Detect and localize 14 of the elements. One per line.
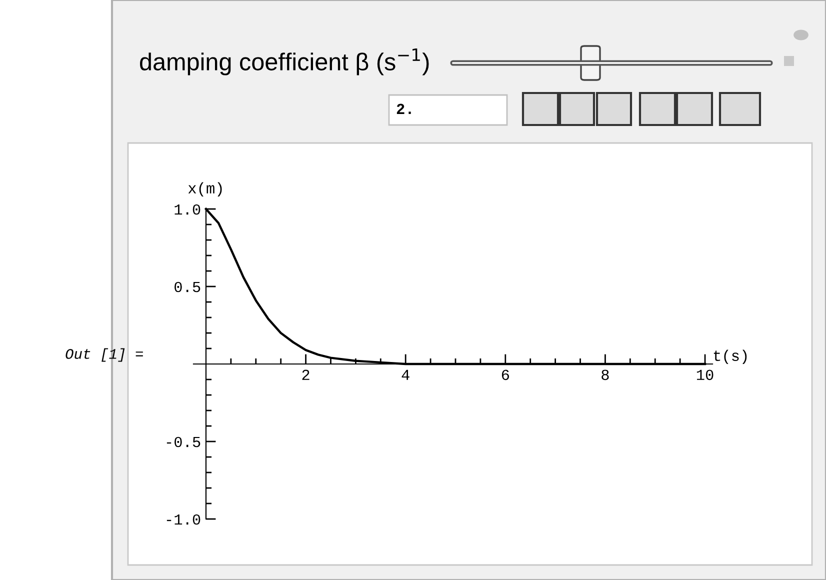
x-tick-label: 4 xyxy=(402,370,410,380)
x-tick-label: 10 xyxy=(696,370,714,380)
text: damping coefficient β (s$^{−1}$) xyxy=(140,48,429,76)
x-tick-label: 6 xyxy=(502,370,509,380)
y-tick-label: 1.0 xyxy=(174,204,200,215)
y-tick-label: 0.5 xyxy=(174,282,200,292)
text: 2. xyxy=(396,104,411,114)
y-tick-label: -1.0 xyxy=(166,514,200,525)
x-tick-label: 2 xyxy=(302,370,310,380)
y-tick-label: -0.5 xyxy=(166,436,200,448)
x-tick-label: 8 xyxy=(602,370,609,380)
text: Out [1] = xyxy=(66,348,143,362)
x-axis-title: t(s) xyxy=(714,350,747,364)
y-axis-title: x(m) xyxy=(188,182,222,196)
